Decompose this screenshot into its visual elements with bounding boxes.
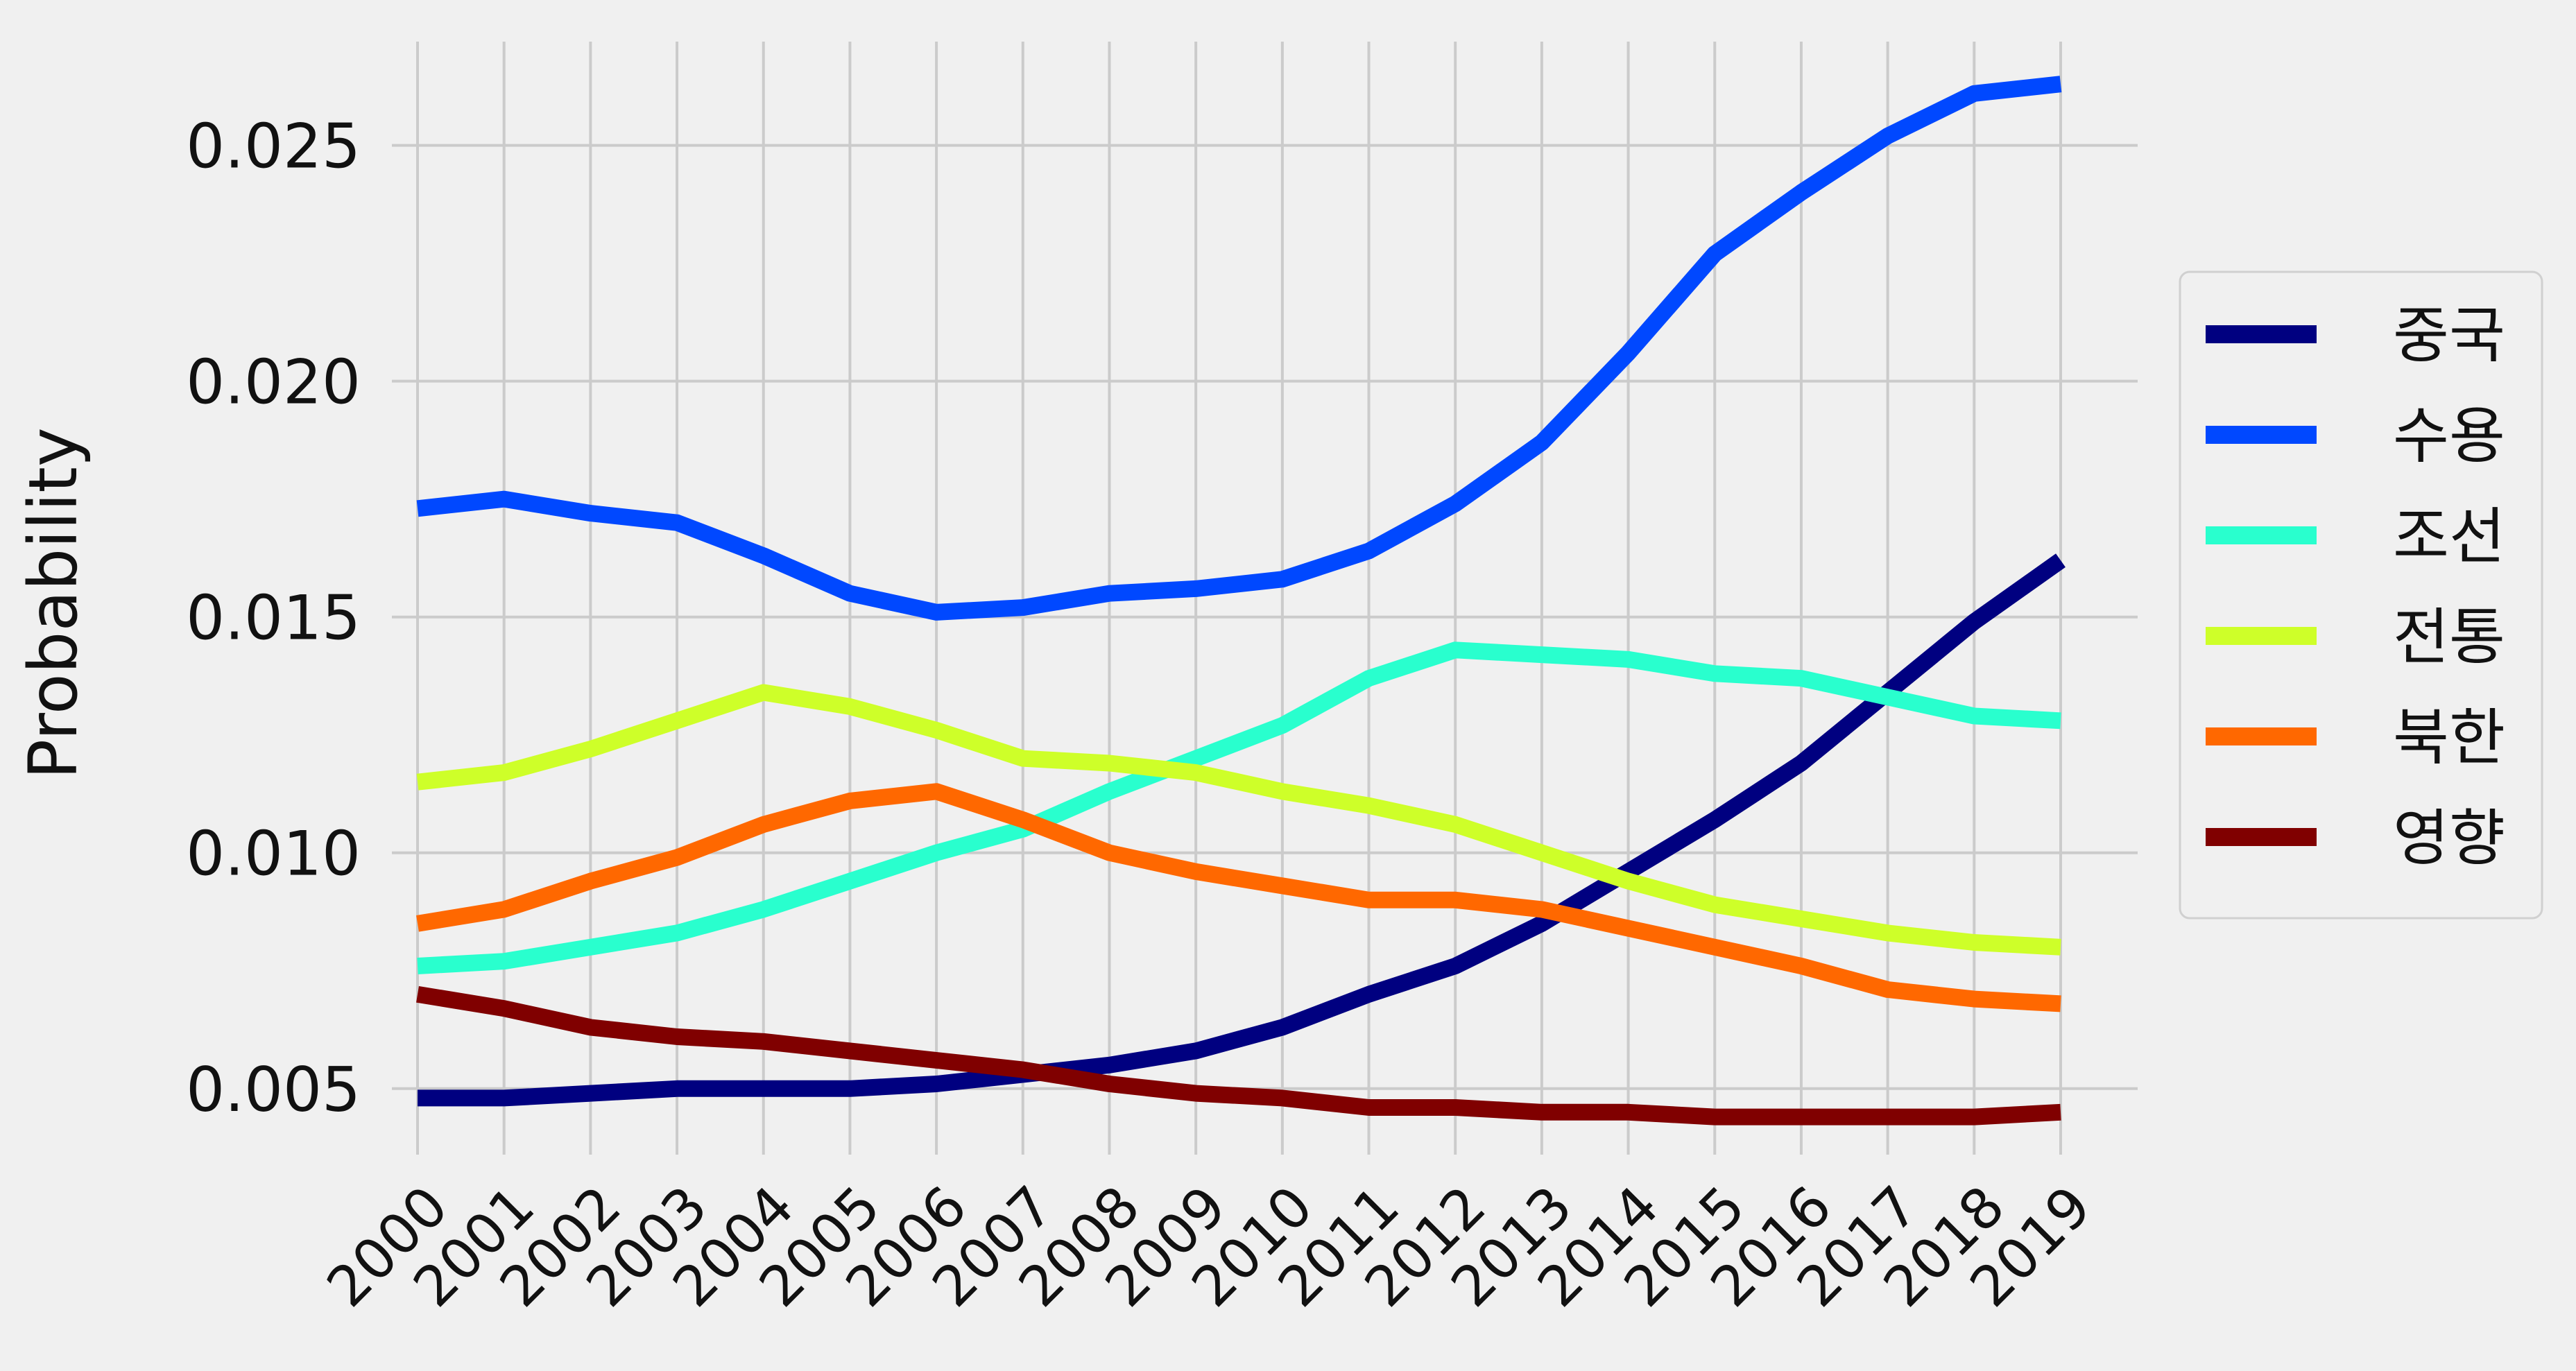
x-axis-ticks: 2000200120022003200420052006200720082009… (315, 1174, 2104, 1320)
y-axis-ticks: 0.005 0.010 0.015 0.020 0.025 (186, 111, 361, 1126)
series-line (416, 684, 2061, 956)
y-axis-label: Probability (15, 427, 92, 779)
series-line (417, 641, 2061, 974)
legend-label: 중국 (2393, 300, 2505, 371)
y-tick-label: 0.010 (186, 818, 361, 890)
legend-label: 조선 (2393, 501, 2505, 572)
series-line (416, 783, 2061, 1012)
series-line (416, 76, 2062, 621)
grid-layer (392, 42, 2138, 1155)
y-tick-label: 0.025 (186, 111, 361, 182)
legend-label: 북한 (2393, 702, 2505, 773)
y-tick-label: 0.015 (186, 583, 361, 654)
y-tick-label: 0.020 (186, 347, 361, 418)
legend-label: 전통 (2393, 601, 2505, 673)
series-line (416, 985, 2061, 1126)
legend-label: 수용 (2393, 400, 2505, 472)
y-tick-label: 0.005 (186, 1054, 361, 1126)
legend-label: 영향 (2393, 802, 2505, 874)
series-layer (416, 76, 2066, 1126)
series-line (418, 553, 2066, 1107)
